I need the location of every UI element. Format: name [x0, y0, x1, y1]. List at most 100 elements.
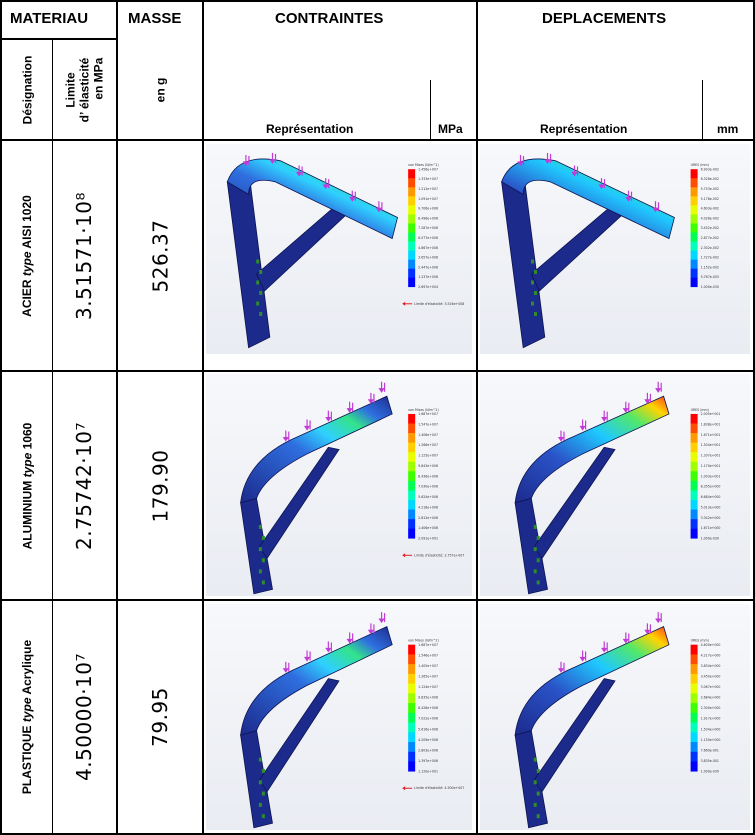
fea-render: URES (mm)6.903e-002 6.328e-002 5.753e-002 5…: [501, 152, 719, 349]
legend-swatch: [690, 732, 698, 743]
legend-swatch: [408, 703, 416, 714]
bracket-arm: [240, 626, 393, 736]
header-limite: Limite d’ élasticité en MPa: [64, 57, 106, 122]
legend-swatch: [408, 644, 416, 655]
row-3-designation: PLASTIQUE type Acrylique: [20, 639, 34, 795]
legend-swatch: [690, 761, 698, 772]
legend-tick-label: 8.355e+000: [701, 485, 721, 489]
legend-swatch: [690, 259, 698, 270]
legend-tick-label: 1.917e+000: [701, 717, 721, 721]
legend-swatch: [408, 268, 416, 279]
legend-swatch: [408, 751, 416, 762]
bracket-brace: [258, 678, 340, 793]
legend-tick-label: 1.546e+007: [418, 653, 438, 657]
legend-tick-label: 6.684e+000: [701, 495, 721, 499]
legend-tick-label: 1.212e+007: [418, 187, 438, 191]
legend-swatch: [408, 277, 416, 288]
table-border-left: [0, 0, 2, 835]
legend-tick-label: 1.152e-002: [701, 265, 719, 269]
header-limite-line2: d’ élasticité: [77, 57, 92, 122]
legend-swatch: [408, 732, 416, 743]
header-limite-cell: Limite d’ élasticité en MPa: [53, 40, 116, 139]
legend-swatch: [690, 433, 698, 443]
row-3-masse: 79.95: [147, 687, 172, 747]
legend-swatch: [408, 259, 416, 270]
row-2-masse: 179.90: [147, 449, 172, 522]
legend-title: URES (mm): [691, 639, 709, 643]
displacement-color-legend: URES (mm)4.600e+000 4.217e+000 3.834e+000 3…: [690, 639, 721, 773]
legend-swatch: [690, 277, 698, 288]
displacement-color-legend: URES (mm)6.903e-002 6.328e-002 5.753e-002 5…: [690, 163, 719, 289]
header-masse-unit: en g: [152, 77, 167, 103]
legend-swatch: [408, 471, 416, 482]
row-1-designation-cell: ACIER type AISI 1020: [2, 141, 52, 370]
legend-swatch: [408, 178, 416, 188]
row-1-stress-plot: von Mises (N/m^2) 1.456e+007 1.333e+007 1.2…: [206, 144, 472, 354]
legend-tick-label: 1.671e+001: [701, 433, 721, 437]
legend-tick-label: 9.706e+006: [418, 207, 438, 211]
legend-swatch: [408, 722, 416, 733]
legend-tick-label: 7.287e+006: [418, 226, 438, 230]
row-3-stress-plot: von Mises (N/m^2) 1.687e+007 1.546e+007 1.4…: [206, 604, 472, 830]
legend-swatch: [690, 490, 698, 501]
bracket-model: [226, 158, 398, 349]
legend-swatch: [408, 232, 416, 242]
load-arrows: [557, 612, 662, 673]
legend-swatch: [408, 196, 416, 206]
fixture-markers: [258, 757, 265, 819]
legend-swatch: [690, 413, 698, 424]
legend-swatch: [408, 223, 416, 233]
legend-swatch: [408, 433, 416, 443]
legend-title: URES (mm): [691, 408, 709, 412]
legend-tick-label: 8.496e+006: [418, 216, 438, 220]
legend-tick-label: 1.124e+007: [418, 685, 438, 689]
legend-tick-label: 3.835e-001: [701, 759, 719, 763]
legend-swatch: [690, 205, 698, 215]
legend-swatch: [690, 480, 698, 491]
row-2-displacement-plot: URES (mm) 2.005e+001 1.838e+001 1.671e+001 1…: [480, 374, 750, 596]
row-divider-2: [0, 599, 755, 601]
legend-tick-label: 3.657e+006: [418, 256, 438, 260]
bracket-brace: [256, 202, 354, 292]
legend-tick-label: 1.547e+007: [418, 423, 438, 427]
fixture-markers: [258, 524, 265, 585]
col-divider-contraintes: [202, 0, 204, 835]
header-limite-line1: Limite: [63, 71, 78, 108]
legend-tick-label: 1.003e+001: [701, 474, 721, 478]
header-limite-line3: en MPa: [91, 57, 106, 100]
header-rule-materiau: [0, 38, 118, 40]
legend-tick-label: 1.000e-030: [701, 285, 719, 289]
fixture-markers: [531, 259, 537, 316]
bracket-upright: [226, 168, 271, 349]
legend-swatch: [408, 761, 416, 772]
legend-swatch: [408, 528, 416, 539]
legend-tick-label: 5.616e+006: [418, 727, 438, 731]
bracket-arm: [501, 158, 675, 240]
header-contraintes: CONTRAINTES: [275, 10, 384, 27]
legend-swatch: [408, 205, 416, 215]
bracket-arm: [514, 395, 670, 504]
legend-swatch: [408, 654, 416, 665]
header-masse-unit-cell: en g: [118, 60, 202, 120]
legend-swatch: [690, 664, 698, 675]
legend-tick-label: 5.753e-002: [701, 187, 719, 191]
legend-swatch: [690, 654, 698, 665]
stress-color-legend: von Mises (N/m^2)1.456e+007 1.333e+007 1.2…: [402, 163, 464, 306]
yield-limit-note: Limite d'élasticité: 4.500e+007: [414, 786, 464, 790]
legend-tick-label: 2.447e+006: [418, 265, 438, 269]
legend-tick-label: 4.218e+006: [418, 505, 438, 509]
row-3-limite: 4.50000·10⁷: [72, 652, 97, 782]
legend-swatch: [690, 471, 698, 482]
bracket-brace: [533, 678, 616, 793]
legend-tick-label: 9.835e+006: [418, 696, 438, 700]
legend-title: URES (mm): [691, 163, 709, 167]
load-arrows: [517, 152, 660, 213]
table-border-right: [753, 0, 755, 835]
legend-swatch: [690, 509, 698, 520]
legend-swatch: [690, 693, 698, 704]
legend-swatch: [690, 673, 698, 684]
row-divider-1: [0, 370, 755, 372]
row-2-masse-cell: 179.90: [118, 372, 202, 599]
legend-swatch: [690, 223, 698, 233]
legend-tick-label: 1.838e+001: [701, 423, 721, 427]
